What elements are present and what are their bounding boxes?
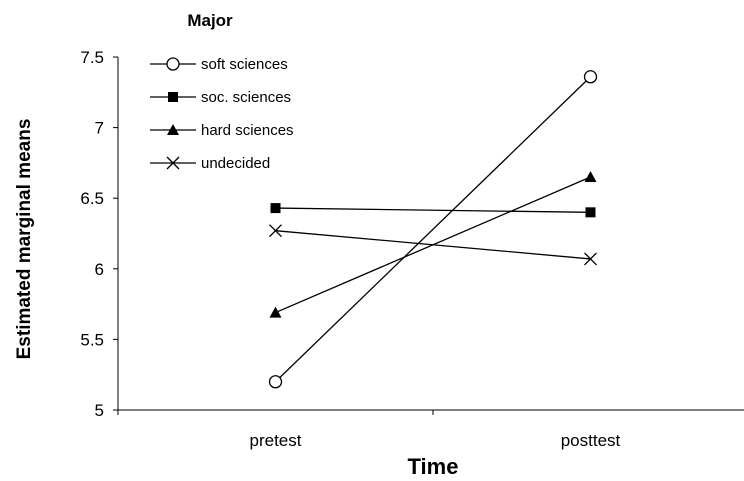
point-marker	[166, 57, 180, 71]
point-marker	[166, 156, 180, 170]
x-tick-label: posttest	[561, 431, 621, 450]
point-marker-stroke	[166, 156, 180, 170]
legend-label: hard sciences	[201, 122, 294, 139]
legend-item: hard sciences	[150, 122, 294, 139]
legend-label: undecided	[201, 155, 270, 172]
point-marker	[269, 306, 282, 318]
legend-label: soc. sciences	[201, 89, 291, 106]
legend-label: soft sciences	[201, 56, 288, 73]
series-layer	[268, 70, 598, 389]
y-axis-title: Estimated marginal means	[14, 119, 35, 360]
legend-item: soft sciences	[150, 56, 288, 73]
point-marker-stroke	[269, 224, 282, 238]
point-marker	[584, 252, 597, 266]
series-line	[275, 207, 591, 213]
legend: Major soft sciences soc. sciences hard scie…	[150, 11, 294, 172]
point-marker	[269, 224, 282, 238]
legend-item: soc. sciences	[150, 89, 291, 106]
point-marker	[585, 207, 596, 218]
y-tick-label: 6.5	[80, 189, 104, 208]
tick-labels: 5 5.5 6 6.5 7 7.5 pretest posttest	[80, 48, 620, 450]
x-axis-title: Time	[408, 454, 459, 479]
legend-title: Major	[187, 11, 233, 30]
y-tick-label: 7	[95, 119, 104, 138]
y-tick-label: 5	[95, 401, 104, 420]
point-marker	[167, 124, 179, 135]
point-marker	[584, 171, 597, 183]
series	[268, 70, 598, 389]
series	[270, 203, 596, 218]
series-line	[275, 230, 591, 260]
point-marker-stroke	[584, 252, 597, 266]
y-tick-label: 6	[95, 260, 104, 279]
y-tick-label: 5.5	[80, 330, 104, 349]
legend-item: undecided	[150, 155, 270, 172]
axes	[113, 56, 744, 415]
series-line	[275, 76, 591, 383]
x-tick-label: pretest	[250, 431, 302, 450]
point-marker	[168, 92, 178, 102]
point-marker	[270, 203, 281, 214]
series	[269, 224, 597, 266]
point-marker	[583, 70, 598, 84]
y-tick-label: 7.5	[80, 48, 104, 67]
point-marker	[268, 375, 283, 389]
